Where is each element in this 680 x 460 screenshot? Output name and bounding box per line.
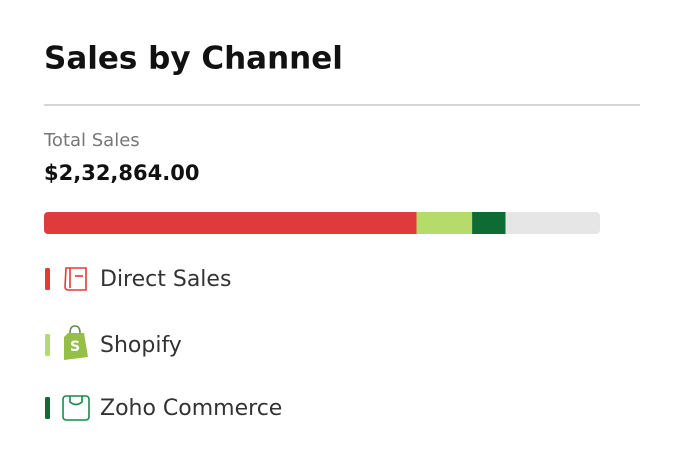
- zoho-icon: [62, 395, 90, 421]
- bar-segment: [44, 212, 417, 234]
- shopify-icon: S: [64, 325, 88, 360]
- legend-swatch: [45, 268, 50, 290]
- legend-swatch: [45, 334, 50, 356]
- legend-swatch: [45, 397, 50, 419]
- card-title: Sales by Channel: [44, 41, 343, 77]
- legend-label: Direct Sales: [100, 267, 231, 292]
- shopify-glyph: S: [70, 339, 80, 355]
- legend-label: Shopify: [100, 333, 182, 358]
- bar-segment: [416, 212, 473, 234]
- total-value: $2,32,864.00: [44, 161, 199, 185]
- legend-label: Zoho Commerce: [100, 396, 282, 421]
- direct-sales-icon: [64, 267, 87, 291]
- bar-group: [44, 212, 600, 234]
- bar-segment: [472, 212, 506, 234]
- total-label: Total Sales: [43, 130, 140, 151]
